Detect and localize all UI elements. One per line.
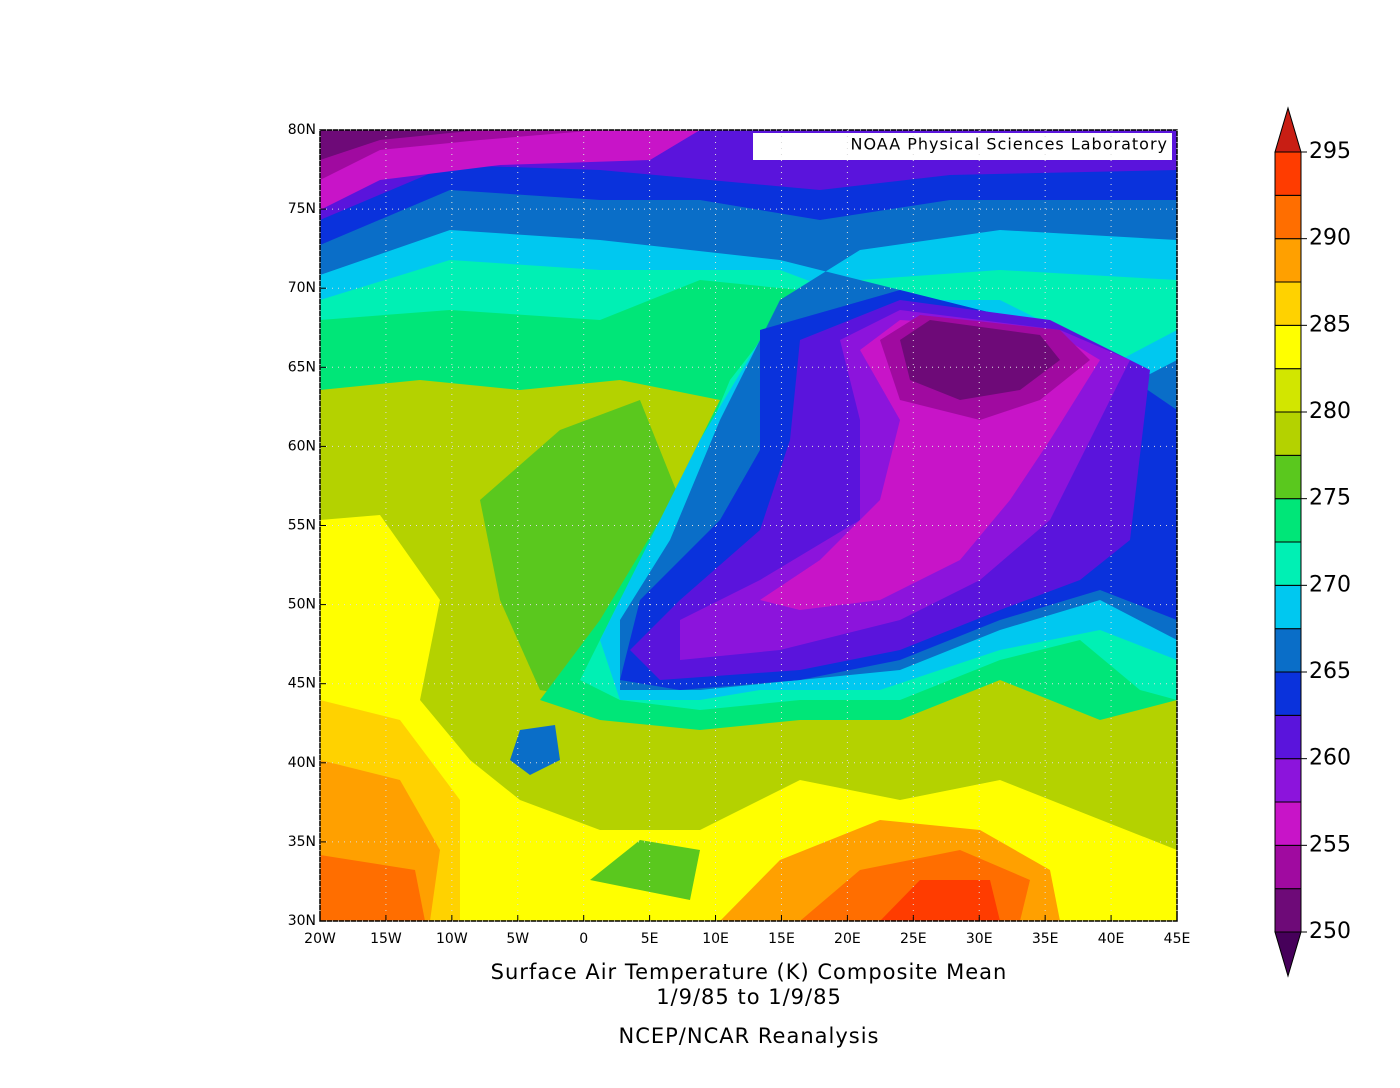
colorbar-segment [1274, 888, 1302, 933]
colorbar-over-arrow [1274, 106, 1302, 153]
x-tick-label: 5E [641, 931, 659, 947]
colorbar-label: 280 [1309, 399, 1351, 424]
colorbar-segment [1274, 844, 1302, 890]
y-tick-label: 80N [288, 122, 316, 138]
map-title: Surface Air Temperature (K) Composite Me… [491, 960, 1008, 984]
x-tick-label: 15W [370, 931, 402, 947]
colorbar-under-arrow [1274, 931, 1302, 978]
colorbar-label: 255 [1309, 832, 1351, 857]
y-tick-label: 30N [288, 913, 316, 929]
x-tick-label: 20E [834, 931, 861, 947]
x-tick-label: 25E [900, 931, 927, 947]
temperature-field [320, 130, 1177, 921]
y-tick-label: 40N [288, 755, 316, 771]
x-tick-label: 5W [506, 931, 529, 947]
colorbar-segment [1274, 671, 1302, 716]
colorbar-segment [1274, 324, 1302, 370]
y-tick-label: 50N [288, 597, 316, 613]
colorbar-label: 275 [1309, 486, 1351, 511]
colorbar-segment [1274, 498, 1302, 543]
data-source: NCEP/NCAR Reanalysis [619, 1024, 880, 1048]
colorbar-segment [1274, 194, 1302, 240]
x-tick-label: 15E [768, 931, 795, 947]
date-range: 1/9/85 to 1/9/85 [656, 985, 842, 1009]
y-tick-label: 55N [288, 518, 316, 534]
colorbar-segment [1274, 541, 1302, 586]
colorbar-segment [1274, 151, 1302, 196]
colorbar-segment [1274, 454, 1302, 500]
y-tick-label: 35N [288, 834, 316, 850]
x-tick-label: 45E [1164, 931, 1191, 947]
x-tick-label: 30E [966, 931, 993, 947]
colorbar-segment [1274, 628, 1302, 673]
y-tick-label: 60N [288, 438, 316, 454]
colorbar-segment [1274, 281, 1302, 326]
colorbar-segment [1274, 714, 1302, 760]
colorbar-label: 260 [1309, 746, 1351, 771]
colorbar-segment [1274, 238, 1302, 283]
credit: NOAA Physical Sciences Laboratory [851, 135, 1168, 154]
colorbar-label: 285 [1309, 312, 1351, 337]
x-tick-label: 40E [1098, 931, 1125, 947]
colorbar-segment [1274, 584, 1302, 630]
colorbar-segment [1274, 368, 1302, 413]
colorbar-segment [1274, 411, 1302, 456]
y-tick-label: 65N [288, 359, 316, 375]
y-tick-label: 70N [288, 280, 316, 296]
colorbar-label: 250 [1309, 919, 1351, 944]
credit-box [753, 133, 1172, 160]
colorbar-label: 270 [1309, 572, 1351, 597]
colorbar-segment [1274, 758, 1302, 803]
x-tick-label: 35E [1032, 931, 1059, 947]
x-tick-label: 10E [702, 931, 729, 947]
x-tick-label: 10W [436, 931, 468, 947]
x-tick-label: 20W [304, 931, 336, 947]
colorbar-label: 265 [1309, 659, 1351, 684]
y-tick-label: 75N [288, 201, 316, 217]
colorbar-label: 295 [1309, 139, 1351, 164]
x-tick-label: 0 [579, 931, 588, 947]
colorbar-label: 290 [1309, 226, 1351, 251]
y-tick-label: 45N [288, 676, 316, 692]
colorbar-segment [1274, 801, 1302, 846]
